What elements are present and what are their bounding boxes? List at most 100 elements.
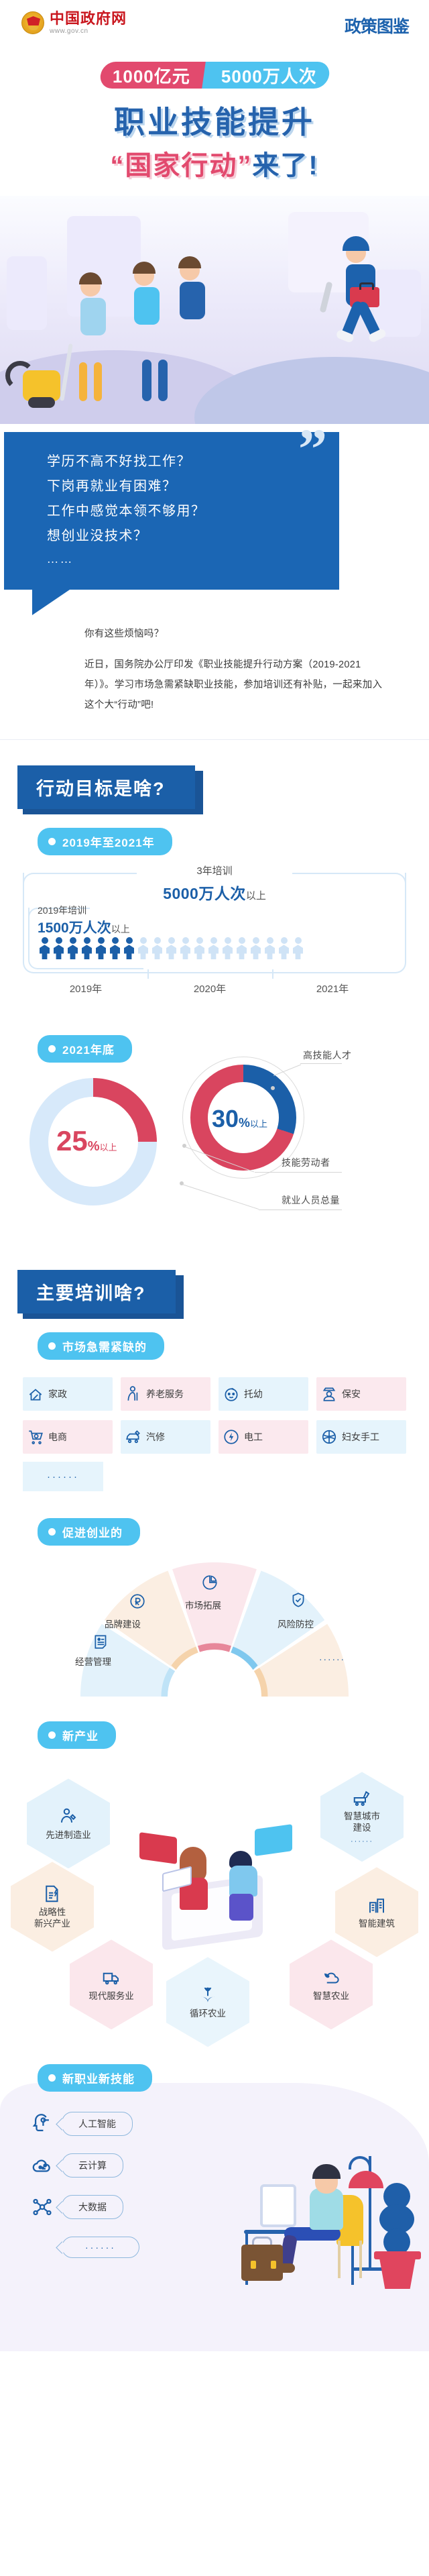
item-label: 保安 [342,1389,361,1400]
industry-hex-diagram: 先进制造业 智慧城市 建设 ······ 战略性 新兴产业 智能建筑 现代服务业 [0,1756,429,2047]
y2019-label: 2019年培训 [38,905,87,916]
house-clean-icon [27,1385,44,1403]
pill-period: 2019年至2021年 [38,828,172,856]
item-handicraft[interactable]: 妇女手工 [316,1420,406,1454]
site-url: www.gov.cn [50,28,88,36]
worker-hair [133,262,156,274]
item-elderly-care[interactable]: 养老服务 [121,1377,210,1411]
vacuum-hose-icon [5,361,35,390]
pill-end-2021: 2021年底 [38,1035,132,1063]
item-housekeeping[interactable]: 家政 [23,1377,113,1411]
skill-row-ai[interactable]: 人工智能 [31,2112,139,2137]
person-icon [236,937,247,960]
leader-line [300,1063,342,1065]
electric-bolt-icon [223,1428,240,1446]
lamp-shade [349,2171,383,2189]
worker-head [343,236,369,263]
lamp-pole [369,2156,371,2269]
person-icon [151,937,163,960]
startup-label-risk: 风险防控 [278,1619,314,1630]
fan-segment-2 [231,1570,325,1670]
baby-face-icon [223,1385,240,1403]
hex-smart-building[interactable]: 智能建筑 [335,1867,418,1957]
person-icon [53,937,64,960]
skill-label: ······ [62,2237,139,2259]
skills-pill-row: 新职业新技能 [0,2064,429,2092]
big-data-icon [31,2196,54,2218]
item-label: 托幼 [244,1389,263,1400]
quote-section: ” 学历不高不好找工作？ 下岗再就业有困难？ 工作中感觉本领不够用？ 想创业没技… [0,420,429,616]
person-icon [194,937,205,960]
site-name: 中国政府网 [50,10,127,27]
item-security[interactable]: 保安 [316,1377,406,1411]
pill-startup: 促进创业的 [38,1518,140,1546]
pill-industry: 新产业 [38,1721,116,1750]
pie-chart-icon [201,1574,219,1591]
bag-handle [252,2237,272,2247]
person-torso [310,2188,343,2231]
hex-label: 循环农业 [190,2008,226,2019]
speech-bubble [255,1824,292,1857]
training-section: 主要培训啥? 市场急需紧缺的 家政 养老服务 托幼 保安 电商 汽修 [0,1243,429,2352]
person-icon [222,937,233,960]
running-worker-figure [319,236,387,344]
donut-left-percent: % [87,1139,100,1155]
pill-urgent: 市场急需紧缺的 [38,1332,164,1360]
wheat-icon [198,1985,218,2005]
worker-hair [178,256,201,268]
worker-wrench-icon [58,1807,78,1827]
leaf-cloud-icon [321,1968,341,1988]
skill-row-bigdata[interactable]: 大数据 [31,2195,139,2220]
hex-advanced-manufacturing[interactable]: 先进制造业 [27,1778,110,1869]
person-legs [284,2227,341,2241]
person-icon [39,937,50,960]
hex-strategic-emerging[interactable]: 战略性 新兴产业 [11,1862,94,1952]
donut-right-hole [208,1082,279,1154]
person-icon [109,937,121,960]
three-year-label: 3年培训 [187,863,242,878]
industry-pill-row: 新产业 [0,1721,429,1750]
fan-segment-1 [253,1624,349,1697]
monitor-icon [260,2184,296,2228]
training-pictogram-chart: 3年培训 5000万人次以上 2019年培训 1500万人次以上 [23,863,406,974]
national-emblem-icon [21,11,44,35]
person-icon [250,937,261,960]
worker-figure [178,256,205,319]
hero-title: 职业技能提升 “国家行动”来了! [0,98,429,182]
hero-title-quote: “国家行动” [110,151,253,180]
heading-plate: 主要培训啥? [17,1270,176,1314]
item-electrician[interactable]: 电工 [219,1420,308,1454]
hex-smart-city[interactable]: 智慧城市 建设 ······ [320,1772,404,1862]
bg-panel [374,270,421,337]
hex-circular-agriculture[interactable]: 循环农业 [166,1957,249,2047]
item-ecommerce[interactable]: 电商 [23,1420,113,1454]
skill-label: 云计算 [62,2153,123,2178]
hex-label: 先进制造业 [46,1829,91,1840]
desk-leg [351,2233,354,2286]
person-icon [166,937,177,960]
gov-logo[interactable]: 中国政府网 www.gov.cn [21,10,127,36]
worker-legs [142,360,151,401]
person-icon [67,937,78,960]
skill-row-cloud[interactable]: 云计算 [31,2153,139,2178]
registered-mark-icon [129,1593,146,1610]
industry-subsection: 新产业 先进制造业 智慧城市 建设 ······ 战略性 新兴产业 智能建筑 [0,1695,429,2047]
bag-clip [271,2261,276,2269]
y2019-block: 2019年培训 1500万人次以上 [38,904,130,937]
skills-content: 人工智能 云计算 大数据 ······ [0,2092,429,2290]
worker-hair [79,272,102,284]
goals-section: 行动目标是啥? 2019年至2021年 3年培训 5000万人次以上 2019年… [0,740,429,1243]
plant-pot [379,2257,416,2290]
quote-line: 想创业没技术？ [47,529,148,543]
brand-label: 政策图鉴 [344,18,410,36]
leader-dot [182,1144,186,1148]
urgent-pill-row: 市场急需紧缺的 [0,1332,429,1360]
bag-clip [251,2261,256,2269]
hex-more: ······ [351,1837,373,1845]
label-total-employed: 就业人员总量 [282,1195,340,1206]
hex-smart-agriculture[interactable]: 智慧农业 [290,1939,373,2030]
item-childcare[interactable]: 托幼 [219,1377,308,1411]
item-label: 养老服务 [146,1389,184,1400]
year-label-2020: 2020年 [193,983,227,996]
item-car-repair[interactable]: 汽修 [121,1420,210,1454]
